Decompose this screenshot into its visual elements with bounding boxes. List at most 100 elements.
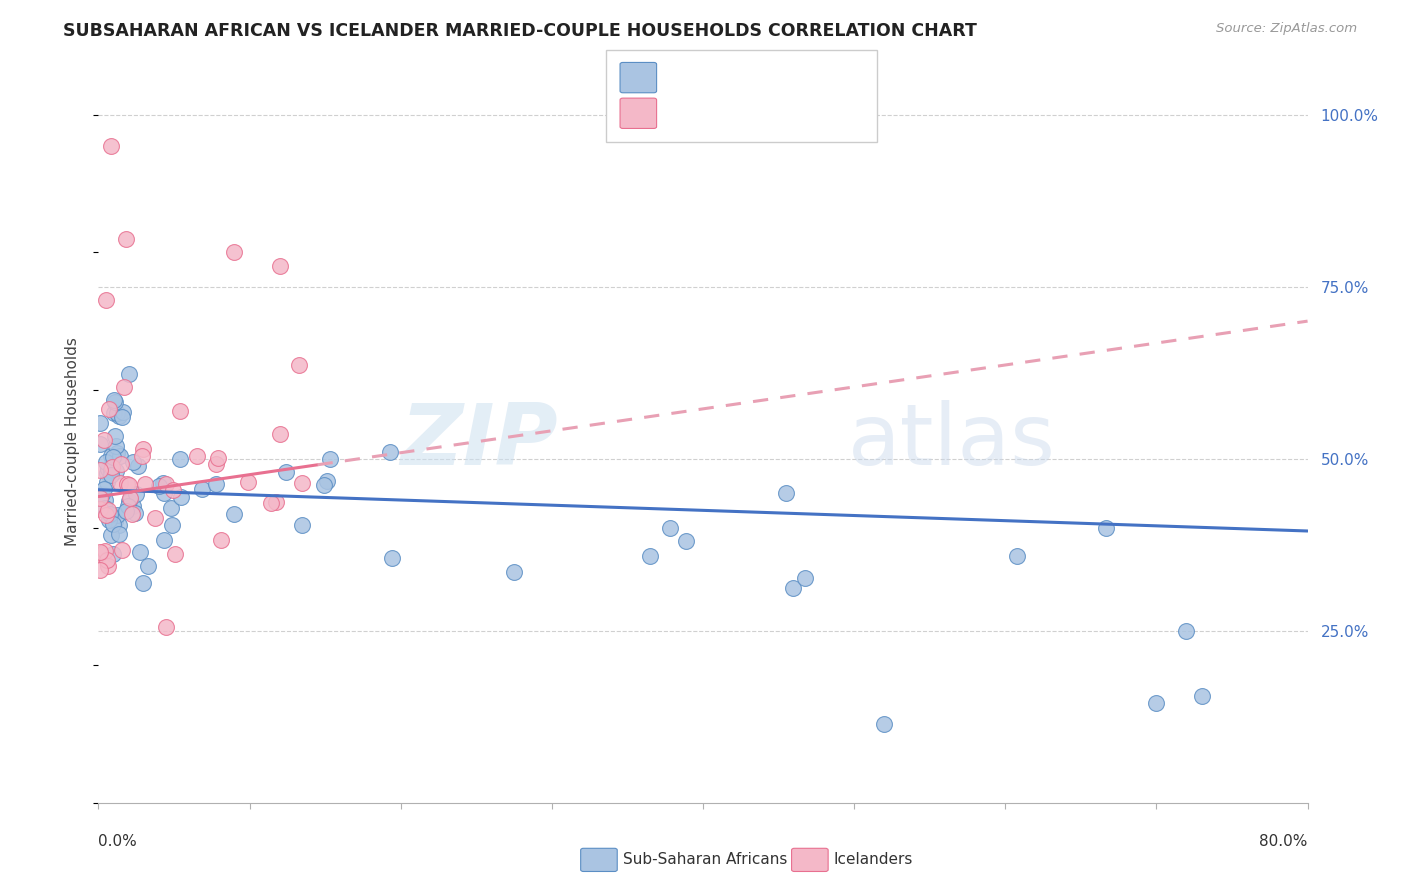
Text: 80.0%: 80.0% [1260,834,1308,849]
Point [291,518,314,533]
Text: 0.0%: 0.0% [98,834,138,849]
Point [89,501,111,516]
Point [209,533,232,547]
Point [152,486,174,500]
Point [127,459,149,474]
Point [104,514,127,528]
Point [236,475,259,490]
Point [136,559,159,574]
Point [90,498,112,512]
Point [316,474,339,488]
Point [288,358,311,372]
Point [381,550,404,565]
Point [503,565,526,579]
Point [160,517,183,532]
Point [291,475,314,490]
Point [155,620,177,634]
Point [94,455,117,469]
Point [105,406,128,420]
Point [204,476,226,491]
Point [160,501,183,516]
Point [97,502,120,516]
Point [675,534,697,549]
Y-axis label: Married-couple Households: Married-couple Households [65,337,80,546]
Point [269,259,291,273]
Text: Source: ZipAtlas.com: Source: ZipAtlas.com [1216,22,1357,36]
Point [96,466,118,480]
Point [89,416,111,430]
Point [224,245,246,260]
Point [98,507,121,521]
Point [91,487,114,501]
Point [110,410,132,425]
Point [1007,549,1029,564]
Point [782,582,804,596]
Point [312,477,335,491]
Point [108,409,131,424]
Point [97,461,120,475]
Point [118,477,141,491]
Point [100,467,122,482]
Point [269,426,291,441]
Point [93,433,115,447]
Point [274,466,297,480]
Point [96,553,118,567]
Point [112,380,135,394]
Point [103,406,125,420]
Point [152,476,174,491]
Point [118,491,141,505]
Point [104,439,127,453]
Point [1095,521,1118,535]
Point [319,452,342,467]
Point [96,475,118,489]
Point [264,495,287,509]
Point [124,507,146,521]
Text: R = -0.143   N = 80: R = -0.143 N = 80 [661,69,824,87]
Point [94,493,117,508]
Point [118,494,141,508]
Point [131,442,153,457]
Point [89,547,111,561]
Point [163,548,186,562]
Point [117,499,139,513]
Point [107,518,129,533]
Point [107,527,129,541]
Point [100,463,122,477]
Point [101,547,124,561]
Point [169,404,191,418]
Point [204,458,226,472]
Point [162,483,184,497]
Point [207,451,229,466]
Point [96,508,118,522]
Point [104,394,127,409]
Point [143,511,166,525]
Point [89,436,111,450]
Point [125,487,148,501]
Point [132,576,155,591]
Point [98,401,121,416]
Point [122,499,145,513]
Point [100,138,122,153]
Point [775,486,797,500]
Point [117,476,139,491]
Point [89,493,111,508]
Text: SUBSAHARAN AFRICAN VS ICELANDER MARRIED-COUPLE HOUSEHOLDS CORRELATION CHART: SUBSAHARAN AFRICAN VS ICELANDER MARRIED-… [63,22,977,40]
Point [134,477,156,491]
Point [105,445,128,459]
Point [121,507,143,521]
Point [122,455,145,469]
Point [97,512,120,526]
Point [170,490,193,504]
Point [105,464,128,478]
Point [94,543,117,558]
Point [104,429,127,443]
Point [108,449,131,463]
Point [101,450,124,465]
Text: R =  0.238   N = 46: R = 0.238 N = 46 [661,104,823,122]
Point [1191,689,1213,703]
Point [101,459,124,474]
Point [110,458,132,472]
Point [97,559,120,574]
Point [222,507,245,521]
Point [793,571,815,585]
